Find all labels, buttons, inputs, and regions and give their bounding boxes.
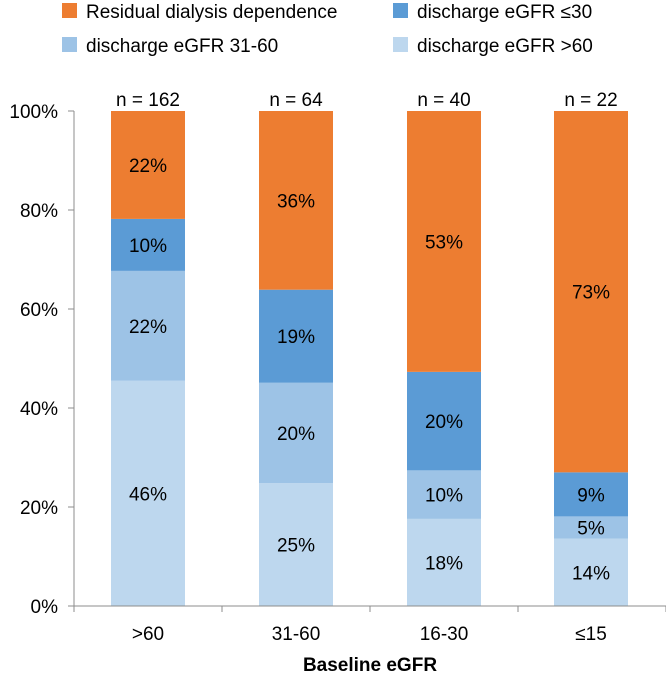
n-label: n = 22: [564, 90, 617, 111]
data-label: 14%: [572, 563, 610, 584]
n-label: n = 40: [417, 90, 470, 111]
bar-segment: [259, 382, 333, 484]
y-axis: 0% 20% 40% 60% 80% 100%: [9, 102, 75, 618]
data-label: 10%: [425, 486, 463, 507]
y-tick-label: 40%: [20, 399, 58, 420]
data-label: 9%: [577, 485, 605, 506]
x-axis: >60 31-60 16-30 ≤15: [73, 605, 666, 645]
data-label: 20%: [277, 424, 315, 445]
bar-segment: [554, 111, 628, 473]
y-tick-label: 100%: [9, 102, 58, 123]
bar-segment: [111, 270, 185, 381]
legend-swatch: [62, 37, 77, 52]
data-label: 19%: [277, 327, 315, 348]
data-label: 18%: [425, 553, 463, 574]
y-tick-label: 0%: [31, 597, 59, 618]
legend-swatch: [393, 3, 408, 18]
data-label: 20%: [425, 412, 463, 433]
data-label: 46%: [129, 484, 167, 505]
data-label: 36%: [277, 191, 315, 212]
legend-swatch: [62, 3, 77, 18]
x-axis-title: Baseline eGFR: [303, 655, 437, 676]
bar-segment: [407, 371, 481, 471]
bar-segment: [259, 483, 333, 606]
bar-segment: [111, 218, 185, 271]
bar-segment: [407, 518, 481, 606]
legend-label: discharge eGFR >60: [417, 36, 593, 57]
n-label: n = 64: [269, 90, 323, 111]
bar-segment: [407, 470, 481, 519]
y-tick-label: 60%: [20, 300, 58, 321]
x-tick-label: >60: [132, 624, 164, 645]
bars: 46% 22% 10% 22% n = 162 25% 20% 19% 36% n = 64 18%…: [111, 90, 628, 606]
bar-segment: [259, 289, 333, 383]
bar-segment: [554, 472, 628, 517]
legend-label: discharge eGFR ≤30: [417, 2, 592, 23]
data-label: 25%: [277, 536, 315, 557]
x-tick-label: ≤15: [575, 624, 607, 645]
data-label: 73%: [572, 283, 610, 304]
y-tick-label: 80%: [20, 201, 58, 222]
data-label: 22%: [129, 156, 167, 177]
n-label: n = 162: [116, 90, 180, 111]
x-tick-label: 16-30: [420, 624, 469, 645]
legend: Residual dialysis dependence discharge eG…: [62, 2, 593, 57]
bar-segment: [407, 111, 481, 372]
data-label: 5%: [577, 519, 605, 540]
legend-label: discharge eGFR 31-60: [86, 36, 278, 57]
legend-swatch: [393, 37, 408, 52]
data-label: 10%: [129, 236, 167, 257]
x-tick-label: 31-60: [272, 624, 321, 645]
bar-segment: [259, 111, 333, 290]
y-tick-label: 20%: [20, 498, 58, 519]
bar-segment: [111, 380, 185, 606]
data-label: 22%: [129, 317, 167, 338]
bar-segment: [554, 538, 628, 606]
data-label: 53%: [425, 232, 463, 253]
legend-label: Residual dialysis dependence: [86, 2, 337, 23]
bar-segment: [554, 516, 628, 539]
bar-segment: [111, 111, 185, 219]
